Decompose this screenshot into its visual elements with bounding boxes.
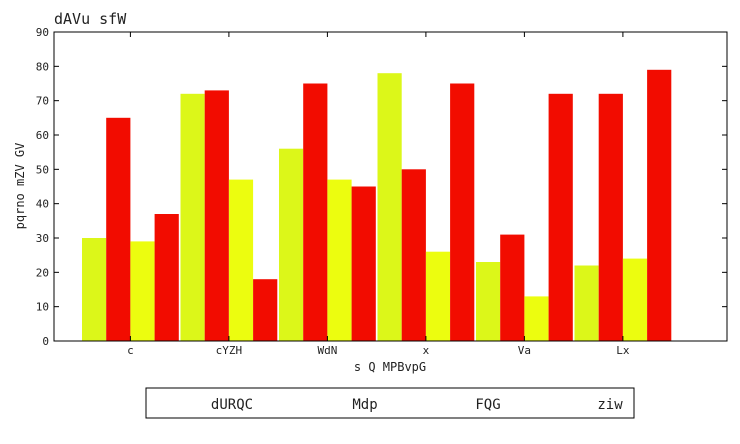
bar-x-series-3 — [425, 251, 451, 341]
bar-Va-series-1 — [476, 262, 501, 341]
bars-group — [82, 69, 672, 342]
bar-Va-series-4 — [548, 93, 573, 341]
legend-entry-3: FQG — [475, 397, 500, 413]
y-tick-label-0: 0 — [42, 335, 49, 348]
bar-Va-series-3 — [524, 296, 549, 341]
chart-title: dAVu sfW — [54, 10, 127, 28]
y-tick-label-60: 60 — [36, 129, 49, 142]
y-tick-label-50: 50 — [36, 163, 49, 176]
bar-Va-series-2 — [500, 234, 525, 341]
bar-WdN-series-3 — [327, 179, 352, 341]
bar-Lx-series-2 — [598, 93, 623, 341]
y-tick-label-20: 20 — [36, 266, 49, 279]
y-tick-label-40: 40 — [36, 198, 49, 211]
legend-box — [145, 387, 635, 419]
bar-WdN-series-2 — [303, 83, 328, 341]
bar-cYZH-series-1 — [180, 93, 205, 341]
bar-cYZH-series-2 — [204, 90, 229, 342]
x-axis: c cYZH WdN x Va Lx — [127, 32, 630, 357]
bar-c-series-2 — [106, 117, 131, 341]
legend: dURQC Mdp FQG ziw — [211, 397, 623, 413]
bar-x-series-1 — [377, 73, 402, 341]
legend-entry-4: ziw — [597, 397, 623, 413]
x-tick-label-Lx: Lx — [616, 344, 630, 357]
bar-Lx-series-4 — [647, 69, 672, 342]
x-tick-label-WdN: WdN — [317, 344, 337, 357]
x-axis-label: s Q MPBvpG — [354, 360, 426, 374]
y-tick-label-80: 80 — [36, 60, 49, 73]
legend-entry-1: dURQC — [211, 397, 253, 413]
bar-x-series-4 — [450, 83, 475, 341]
x-tick-label-Va: Va — [518, 344, 531, 357]
bar-c-series-4 — [154, 214, 179, 341]
y-axis: 0 10 20 30 40 50 60 70 80 90 — [36, 26, 727, 348]
y-tick-label-10: 10 — [36, 301, 49, 314]
bar-Lx-series-3 — [622, 258, 648, 341]
bar-x-series-2 — [401, 169, 426, 341]
bar-c-series-3 — [130, 241, 155, 341]
bar-cYZH-series-3 — [228, 179, 254, 341]
bar-Lx-series-1 — [574, 265, 599, 341]
y-tick-label-90: 90 — [36, 26, 49, 39]
y-axis-label: pqrno mZV GV — [13, 143, 27, 230]
y-tick-label-70: 70 — [36, 95, 49, 108]
plot-frame — [53, 31, 728, 342]
y-tick-label-30: 30 — [36, 232, 49, 245]
bar-cYZH-series-4 — [253, 279, 278, 341]
x-tick-label-x: x — [423, 344, 430, 357]
legend-entry-2: Mdp — [352, 397, 377, 413]
x-tick-label-cYZH: cYZH — [216, 344, 243, 357]
x-tick-label-c: c — [127, 344, 134, 357]
bar-WdN-series-4 — [351, 186, 376, 341]
bar-c-series-1 — [82, 238, 107, 341]
bar-WdN-series-1 — [279, 148, 304, 341]
